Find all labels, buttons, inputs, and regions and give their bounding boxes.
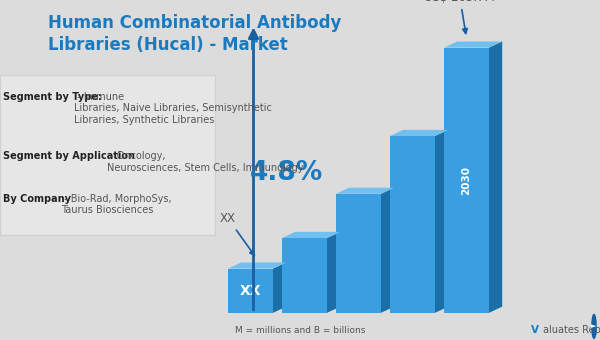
Text: V: V <box>531 325 539 335</box>
Text: XX: XX <box>220 212 254 255</box>
FancyBboxPatch shape <box>228 269 273 313</box>
Text: XX: XX <box>240 284 261 298</box>
Circle shape <box>592 314 596 338</box>
Polygon shape <box>273 262 286 313</box>
Polygon shape <box>336 188 394 194</box>
Text: 2030: 2030 <box>461 166 472 195</box>
Text: - Immune
Libraries, Naive Libraries, Semisynthetic
Libraries, Synthetic Librarie: - Immune Libraries, Naive Libraries, Sem… <box>74 92 272 125</box>
Text: US$ 205.7M: US$ 205.7M <box>425 0 495 34</box>
Text: aluates Reports®: aluates Reports® <box>543 325 600 335</box>
Text: M = millions and B = billions: M = millions and B = billions <box>235 326 365 335</box>
Polygon shape <box>444 41 502 48</box>
Text: - Oncology,
Neurosciences, Stem Cells, Immunology: - Oncology, Neurosciences, Stem Cells, I… <box>107 151 304 173</box>
Text: ►: ► <box>592 323 596 329</box>
FancyBboxPatch shape <box>336 194 381 313</box>
Text: Human Combinatorial Antibody
Libraries (Hucal) - Market: Human Combinatorial Antibody Libraries (… <box>48 14 341 54</box>
Text: By Company: By Company <box>3 194 71 204</box>
FancyBboxPatch shape <box>0 75 215 235</box>
FancyBboxPatch shape <box>282 238 327 313</box>
Polygon shape <box>489 41 502 313</box>
Polygon shape <box>390 130 448 136</box>
FancyBboxPatch shape <box>444 48 489 313</box>
Text: 4.8%: 4.8% <box>250 160 323 186</box>
Polygon shape <box>327 232 340 313</box>
Polygon shape <box>228 262 286 269</box>
Polygon shape <box>435 130 448 313</box>
FancyBboxPatch shape <box>390 136 435 313</box>
Text: Segment by Type:: Segment by Type: <box>3 92 102 102</box>
Text: - Bio-Rad, MorphoSys,
Taurus Biosciences: - Bio-Rad, MorphoSys, Taurus Biosciences <box>61 194 171 216</box>
Polygon shape <box>381 188 394 313</box>
Text: Segment by Application: Segment by Application <box>3 151 135 161</box>
Polygon shape <box>282 232 340 238</box>
